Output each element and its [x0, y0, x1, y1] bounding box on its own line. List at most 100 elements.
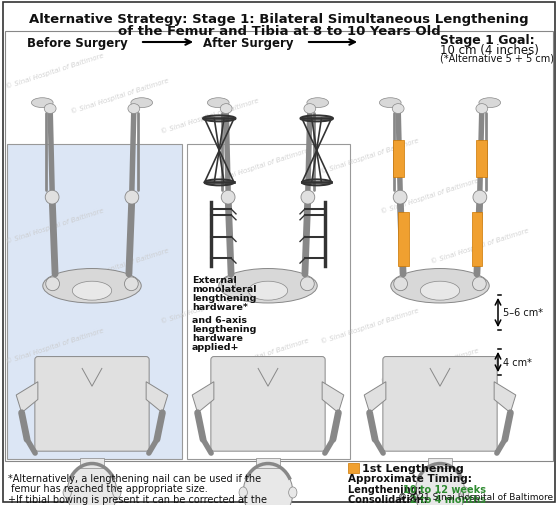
Text: © Sinai Hospital of Baltimore: © Sinai Hospital of Baltimore	[5, 326, 105, 364]
Ellipse shape	[128, 105, 140, 114]
Text: © Sinai Hospital of Baltimore: © Sinai Hospital of Baltimore	[210, 336, 310, 374]
Ellipse shape	[479, 98, 501, 109]
FancyBboxPatch shape	[211, 357, 325, 451]
Ellipse shape	[221, 191, 235, 205]
Text: 10 cm (4 inches): 10 cm (4 inches)	[440, 44, 539, 57]
Text: 2 to 4 months: 2 to 4 months	[410, 494, 486, 504]
Ellipse shape	[131, 98, 152, 109]
Text: Alternative Strategy: Stage 1: Bilateral Simultaneous Lengthening: Alternative Strategy: Stage 1: Bilateral…	[29, 13, 529, 26]
Bar	[348, 463, 359, 473]
Text: monolateral: monolateral	[192, 284, 257, 293]
Text: © Sinai Hospital of Baltimore: © Sinai Hospital of Baltimore	[160, 97, 260, 135]
Polygon shape	[364, 382, 386, 413]
Text: © Sinai Hospital of Baltimore: © Sinai Hospital of Baltimore	[430, 227, 530, 265]
Ellipse shape	[288, 487, 297, 498]
Bar	[477, 141, 487, 178]
Text: © Sinai Hospital of Baltimore: © Sinai Hospital of Baltimore	[5, 207, 105, 244]
Ellipse shape	[391, 269, 489, 304]
Text: Hardware removed:: Hardware removed:	[348, 504, 457, 505]
Text: © Sinai Hospital of Baltimore: © Sinai Hospital of Baltimore	[380, 177, 480, 215]
Text: Lengthening:: Lengthening:	[348, 484, 425, 494]
Text: 4 cm*: 4 cm*	[503, 358, 532, 367]
Bar	[393, 141, 403, 178]
Bar	[256, 458, 280, 468]
Text: © Sinai Hospital of Baltimore: © Sinai Hospital of Baltimore	[5, 52, 105, 90]
Text: © Sinai Hospital of Baltimore: © Sinai Hospital of Baltimore	[320, 137, 420, 175]
Ellipse shape	[113, 487, 121, 498]
Ellipse shape	[301, 277, 314, 291]
Text: © Sinai Hospital of Baltimore: © Sinai Hospital of Baltimore	[380, 346, 480, 384]
Ellipse shape	[394, 277, 407, 291]
Bar	[472, 213, 482, 267]
Text: Approximate Timing:: Approximate Timing:	[348, 473, 472, 483]
Ellipse shape	[304, 105, 316, 114]
Ellipse shape	[476, 105, 488, 114]
Polygon shape	[192, 382, 214, 413]
Ellipse shape	[63, 487, 71, 498]
Text: (*Alternative 5 + 5 cm): (*Alternative 5 + 5 cm)	[440, 53, 554, 63]
Bar	[7, 145, 182, 459]
Text: hardware: hardware	[192, 333, 243, 342]
Text: and 6-axis: and 6-axis	[192, 316, 247, 324]
Polygon shape	[322, 382, 344, 413]
Bar	[428, 458, 452, 468]
FancyBboxPatch shape	[35, 357, 149, 451]
FancyBboxPatch shape	[3, 3, 555, 502]
Ellipse shape	[301, 191, 315, 205]
Text: applied+: applied+	[192, 342, 239, 351]
Ellipse shape	[31, 98, 53, 109]
Ellipse shape	[411, 487, 419, 498]
Ellipse shape	[420, 282, 460, 300]
Text: Before Surgery: Before Surgery	[27, 37, 127, 50]
Bar	[398, 213, 408, 267]
Ellipse shape	[473, 191, 487, 205]
Ellipse shape	[307, 98, 329, 109]
Text: of the Femur and Tibia at 8 to 10 Years Old: of the Femur and Tibia at 8 to 10 Years …	[118, 25, 440, 38]
Ellipse shape	[473, 277, 486, 291]
Ellipse shape	[415, 464, 465, 505]
Bar	[80, 458, 104, 468]
Ellipse shape	[219, 269, 317, 304]
Ellipse shape	[379, 98, 401, 109]
Ellipse shape	[220, 105, 232, 114]
Text: ©2021 Sinai Hospital of Baltimore: ©2021 Sinai Hospital of Baltimore	[398, 492, 553, 501]
Ellipse shape	[208, 98, 229, 109]
Text: hardware*: hardware*	[192, 302, 248, 312]
Ellipse shape	[73, 282, 112, 300]
Ellipse shape	[461, 487, 469, 498]
Text: 5–6 cm*: 5–6 cm*	[503, 308, 543, 318]
FancyBboxPatch shape	[5, 32, 553, 461]
Ellipse shape	[393, 191, 407, 205]
Text: femur has reached the appropriate size.: femur has reached the appropriate size.	[8, 483, 208, 493]
Ellipse shape	[392, 105, 404, 114]
Text: © Sinai Hospital of Baltimore: © Sinai Hospital of Baltimore	[70, 77, 170, 115]
FancyBboxPatch shape	[383, 357, 497, 451]
Ellipse shape	[125, 191, 139, 205]
Ellipse shape	[43, 269, 141, 304]
Polygon shape	[494, 382, 516, 413]
Text: same time as the lengthening.: same time as the lengthening.	[8, 504, 165, 505]
Ellipse shape	[239, 487, 247, 498]
Text: lengthening: lengthening	[192, 324, 256, 333]
Ellipse shape	[44, 105, 56, 114]
Ellipse shape	[45, 191, 59, 205]
Text: 1st Lengthening: 1st Lengthening	[362, 463, 464, 473]
Text: *Alternatively, a lengthening nail can be used if the: *Alternatively, a lengthening nail can b…	[8, 473, 261, 483]
Text: Stage 1 Goal:: Stage 1 Goal:	[440, 34, 535, 47]
Ellipse shape	[67, 464, 117, 505]
Ellipse shape	[46, 277, 60, 291]
Ellipse shape	[222, 277, 235, 291]
Text: External: External	[192, 275, 237, 284]
Text: © Sinai Hospital of Baltimore: © Sinai Hospital of Baltimore	[160, 286, 260, 324]
Polygon shape	[146, 382, 168, 413]
Text: 10 to 12 weeks: 10 to 12 weeks	[403, 484, 486, 494]
Text: © Sinai Hospital of Baltimore: © Sinai Hospital of Baltimore	[320, 307, 420, 344]
Text: After Surgery: After Surgery	[203, 37, 294, 50]
Text: Consolidation:: Consolidation:	[348, 494, 431, 504]
Text: lengthening: lengthening	[192, 293, 256, 302]
Text: © Sinai Hospital of Baltimore: © Sinai Hospital of Baltimore	[70, 246, 170, 284]
Ellipse shape	[248, 282, 288, 300]
Bar	[187, 145, 350, 459]
Polygon shape	[16, 382, 38, 413]
Text: +If tibial bowing is present it can be corrected at the: +If tibial bowing is present it can be c…	[8, 494, 267, 504]
